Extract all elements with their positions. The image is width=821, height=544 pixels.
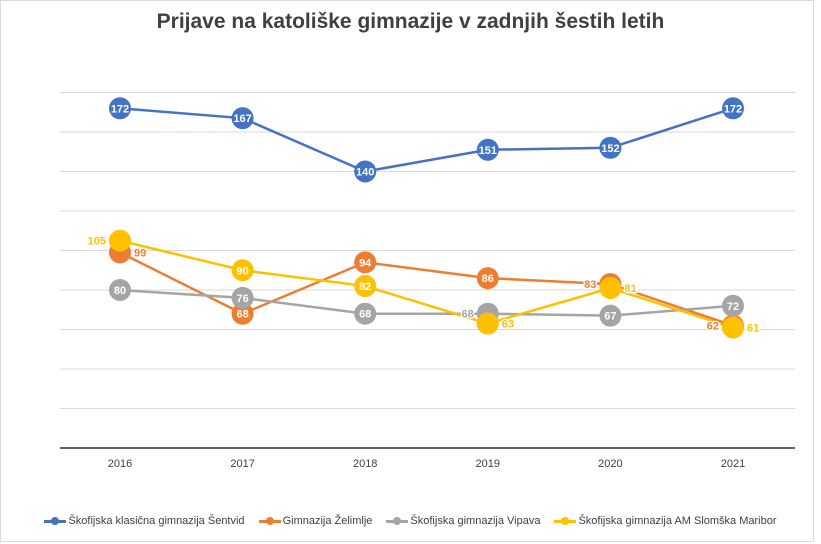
data-label: 63 [502,319,514,331]
data-label: 172 [724,103,742,115]
data-label: 72 [727,301,739,313]
x-tick-label: 2021 [721,458,745,470]
legend-label: Škofijska gimnazija Vipava [410,515,541,527]
x-tick-label: 2020 [598,458,622,470]
data-label: 140 [356,167,374,179]
x-tick-label: 2017 [230,458,254,470]
x-tick-label: 2016 [108,458,132,470]
legend-label: Škofijska klasična gimnazija Šentvid [68,515,245,527]
data-point [599,277,622,300]
series-line [119,251,734,327]
data-label: 68 [236,309,248,321]
data-label: 68 [359,309,371,321]
data-label: 80 [114,285,126,297]
data-point [354,302,377,325]
legend-item: Škofijska gimnazija AM Slomška Maribor [554,515,777,527]
legend-marker-icon [386,517,409,525]
data-label: 105 [88,236,106,248]
legend-marker-icon [44,517,67,525]
data-label: 94 [359,257,372,269]
data-label: 82 [359,281,371,293]
legend-marker-icon [554,517,577,525]
data-point [476,267,499,290]
data-point [599,136,622,159]
data-point [476,312,499,335]
chart-title: Prijave na katoliške gimnazije v zadnjih… [156,10,665,33]
data-label: 76 [236,293,248,305]
data-label: 151 [479,145,497,157]
data-label: 167 [233,113,251,125]
data-label: 152 [601,143,619,155]
series-line [119,288,734,317]
data-point [722,294,744,317]
x-tick-label: 2019 [476,458,500,470]
x-tick-label: 2018 [353,458,377,470]
data-point [231,107,254,130]
data-label: 81 [624,283,636,295]
data-point [722,316,744,339]
data-point [476,138,499,161]
data-label: 67 [604,311,616,323]
data-label: 62 [707,321,719,333]
legend-label: Škofijska gimnazija AM Slomška Maribor [578,515,777,527]
data-label: 90 [236,265,248,277]
data-point [354,275,377,298]
legend-label: Gimnazija Želimlje [282,515,373,527]
data-point [231,259,254,282]
data-point [109,97,131,120]
data-point [354,251,377,274]
data-label: 83 [584,279,596,291]
data-label: 172 [111,103,129,115]
data-label: 68 [462,309,474,321]
data-point [354,160,377,183]
legend-item: Gimnazija Želimlje [258,515,373,527]
data-label: 61 [747,323,759,335]
data-point [231,302,254,325]
data-point [231,286,254,309]
series-line [119,107,734,173]
data-point [722,97,744,120]
series-line [119,239,734,329]
legend-item: Škofijska gimnazija Vipava [386,515,540,527]
data-point [109,229,131,252]
data-label: 86 [482,273,494,285]
legend-marker-icon [258,517,281,525]
data-point [109,279,131,301]
legend-item: Škofijska klasična gimnazija Šentvid [44,515,245,527]
data-label: 99 [134,247,146,259]
legend: Škofijska klasična gimnazija Šentvid Gimn… [0,515,821,527]
data-point [599,304,622,327]
